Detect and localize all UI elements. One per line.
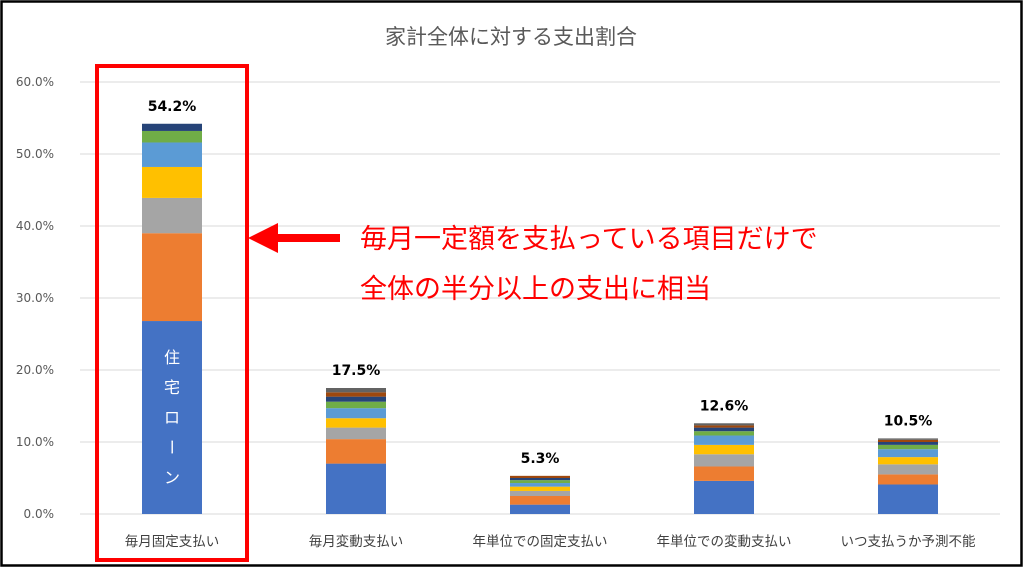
inbar-label-char: ロ	[164, 408, 180, 427]
bar-segment	[326, 418, 386, 428]
bar-segment	[510, 490, 570, 496]
bar-segment	[142, 142, 202, 167]
bar-segment	[510, 504, 570, 514]
inbar-label-char: ン	[164, 468, 180, 487]
bar-segment	[878, 439, 938, 442]
bar-segment	[142, 130, 202, 143]
annotation-line-2: 全体の半分以上の支出に相当	[360, 274, 711, 305]
total-labels: 54.2% 17.5% 5.3% 12.6% 10.5%	[148, 99, 933, 467]
total-label: 5.3%	[521, 451, 560, 467]
bar-segment	[878, 444, 938, 450]
bar-segment	[142, 166, 202, 198]
bar-segment	[326, 439, 386, 464]
y-tick-label: 40.0%	[16, 219, 54, 233]
category-labels: 毎月固定支払い 毎月変動支払い 年単位での固定支払い 年単位での変動支払い いつ支払うか…	[125, 533, 976, 550]
bar-segment	[510, 496, 570, 505]
bar-segment	[878, 442, 938, 445]
chart-title: 家計全体に対する支出割合	[385, 25, 637, 49]
total-label: 10.5%	[884, 413, 933, 429]
bar-segment	[694, 431, 754, 436]
bar-segment	[694, 454, 754, 467]
total-label: 17.5%	[332, 363, 381, 379]
y-tick-label: 60.0%	[16, 75, 54, 89]
y-tick-label: 0.0%	[24, 507, 55, 521]
bar-segment	[326, 396, 386, 402]
bar-segment	[142, 123, 202, 131]
bar-segment	[142, 233, 202, 322]
bar-segment	[878, 438, 938, 440]
annotation-line-1: 毎月一定額を支払っている項目だけで	[360, 224, 818, 255]
bar-segment	[326, 408, 386, 419]
arrow-head	[248, 223, 278, 253]
y-tick-label: 30.0%	[16, 291, 54, 305]
bar-segment	[694, 466, 754, 481]
highlight-box	[95, 64, 249, 562]
inbar-label-char: 住	[164, 348, 180, 367]
gridlines	[80, 81, 1000, 515]
bar-segment	[694, 480, 754, 514]
bar-segment	[878, 464, 938, 475]
bar-segment	[510, 478, 570, 481]
y-tick-label: 50.0%	[16, 147, 54, 161]
bar-segment	[326, 392, 386, 397]
bar-segment	[142, 197, 202, 234]
category-label: 毎月固定支払い	[125, 534, 220, 550]
bars	[142, 123, 938, 514]
bar-segment	[694, 444, 754, 455]
category-label: いつ支払うか予測不能	[841, 534, 976, 550]
bar-segment	[878, 457, 938, 465]
bar-segment	[878, 484, 938, 514]
category-label: 毎月変動支払い	[309, 533, 404, 550]
bar-segment	[142, 321, 202, 514]
y-tick-label: 20.0%	[16, 363, 54, 377]
bar-segment	[510, 483, 570, 487]
total-label: 54.2%	[148, 99, 197, 115]
category-label: 年単位での固定支払い	[473, 534, 608, 550]
bar-segment	[694, 435, 754, 445]
inbar-label-char: 宅	[164, 378, 180, 397]
bar-segment	[878, 449, 938, 458]
bar-segment	[326, 388, 386, 393]
bar-segment	[326, 401, 386, 409]
y-axis-ticks: 0.0% 10.0% 20.0% 30.0% 40.0% 50.0% 60.0%	[16, 75, 54, 521]
bar-segment	[510, 475, 570, 478]
bar-segment	[878, 474, 938, 485]
bar-segment	[326, 427, 386, 440]
bar-segment	[510, 486, 570, 491]
total-label: 12.6%	[700, 398, 749, 414]
bar-segment	[694, 423, 754, 426]
y-tick-label: 10.0%	[16, 435, 54, 449]
bar-segment	[510, 480, 570, 484]
bar-segment	[694, 427, 754, 432]
bar-segment	[326, 463, 386, 514]
category-label: 年単位での変動支払い	[657, 533, 792, 550]
inbar-label-char: ー	[162, 439, 181, 455]
annotation-arrow	[248, 223, 340, 253]
bar-segment	[694, 425, 754, 428]
